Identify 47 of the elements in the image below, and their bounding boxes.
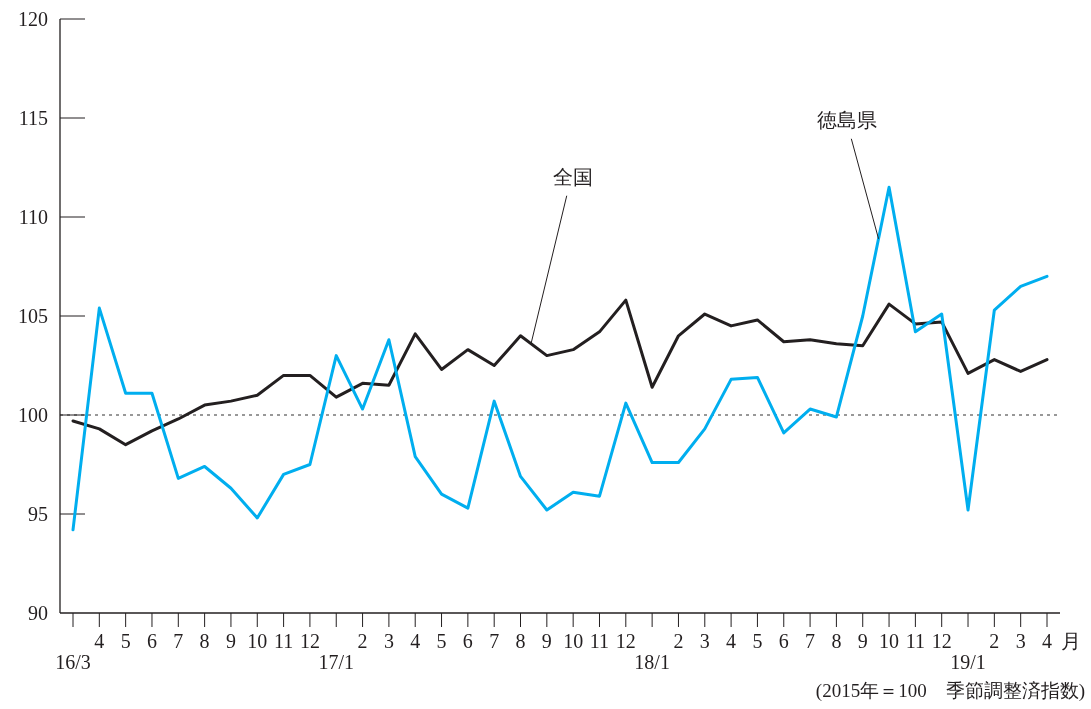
x-tick-label: 7 bbox=[173, 630, 184, 652]
x-tick-label: 9 bbox=[857, 630, 868, 652]
x-tick-label: 3 bbox=[1015, 630, 1026, 652]
y-tick-label: 115 bbox=[18, 107, 48, 129]
y-tick-label: 120 bbox=[18, 8, 48, 30]
x-tick-label: 11 bbox=[273, 630, 294, 652]
x-tick-label: 10 bbox=[247, 630, 268, 652]
x-tick-label: 8 bbox=[515, 630, 526, 652]
x-tick-label: 10 bbox=[563, 630, 584, 652]
x-tick-label: 9 bbox=[541, 630, 552, 652]
x-tick-label: 7 bbox=[805, 630, 816, 652]
x-tick-label: 9 bbox=[225, 630, 236, 652]
x-tick-label: 16/3 bbox=[55, 651, 91, 673]
x-tick-label: 4 bbox=[1042, 630, 1052, 652]
y-tick-label: 100 bbox=[18, 404, 48, 426]
y-tick-label: 95 bbox=[28, 503, 48, 525]
x-tick-label: 6 bbox=[778, 630, 789, 652]
x-tick-label: 10 bbox=[879, 630, 900, 652]
x-tick-label: 5 bbox=[120, 630, 131, 652]
y-tick-label: 110 bbox=[18, 206, 48, 228]
x-tick-label: 4 bbox=[726, 630, 737, 652]
x-tick-label: 6 bbox=[462, 630, 473, 652]
x-tick-label: 12 bbox=[615, 630, 636, 652]
x-tick-label: 8 bbox=[831, 630, 842, 652]
x-tick-label: 11 bbox=[905, 630, 926, 652]
x-tick-label: 2 bbox=[989, 630, 1000, 652]
x-tick-label: 5 bbox=[752, 630, 763, 652]
x-tick-label: 12 bbox=[931, 630, 952, 652]
x-tick-label: 12 bbox=[299, 630, 320, 652]
x-tick-label: 3 bbox=[383, 630, 394, 652]
y-tick-label: 90 bbox=[28, 602, 48, 624]
x-tick-label: 8 bbox=[199, 630, 210, 652]
x-tick-label: 11 bbox=[589, 630, 610, 652]
x-tick-label: 2 bbox=[357, 630, 368, 652]
x-tick-label: 5 bbox=[436, 630, 447, 652]
x-tick-label: 18/1 bbox=[634, 651, 670, 673]
x-tick-label: 7 bbox=[489, 630, 500, 652]
x-tick-label: 3 bbox=[699, 630, 710, 652]
x-tick-label: 19/1 bbox=[950, 651, 986, 673]
x-tick-label: 4 bbox=[410, 630, 421, 652]
x-tick-label: 6 bbox=[146, 630, 157, 652]
x-tick-label: 2 bbox=[673, 630, 684, 652]
x-tick-label: 17/1 bbox=[318, 651, 355, 673]
x-tick-label: 4 bbox=[94, 630, 105, 652]
text: (2015年＝100 季節調整済指数) bbox=[815, 680, 1085, 702]
y-tick-label: 105 bbox=[18, 305, 48, 327]
x-axis-title: 月 bbox=[1061, 630, 1081, 652]
